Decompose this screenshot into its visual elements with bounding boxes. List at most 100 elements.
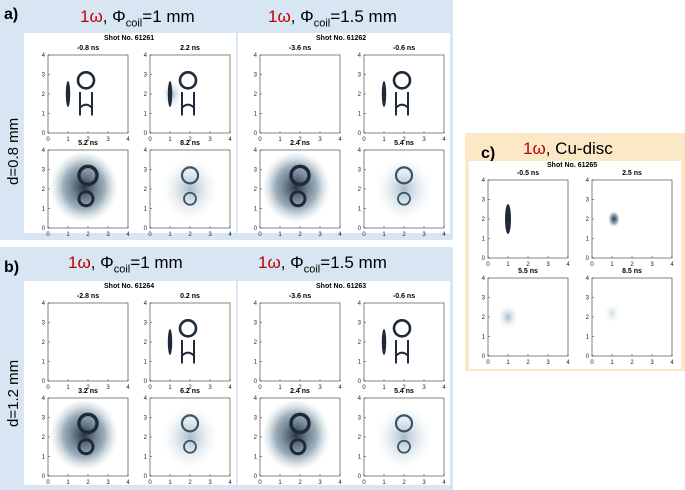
y-tick-label: 0 (358, 379, 362, 385)
y-tick-label: 1 (254, 360, 258, 366)
x-tick-label: 2 (402, 480, 406, 486)
plasma-feature (289, 190, 307, 208)
frame-time-label: -3.6 ns (288, 293, 312, 300)
y-tick-label: 3 (144, 168, 148, 174)
y-tick-label: 2 (358, 187, 362, 193)
frame-time-label: -3.6 ns (288, 45, 312, 52)
frame-time-label: 2.4 ns (290, 140, 310, 147)
frame-image: 00 1 1 2 2 3 3 4 4 (254, 396, 343, 486)
y-tick-label: 2 (144, 92, 148, 98)
y-tick-label: 0 (254, 474, 258, 480)
plasma-feature (180, 414, 200, 433)
shot-number: Shot No. 61265 (547, 162, 598, 169)
y-tick-label: 1 (482, 335, 486, 341)
plasma-feature (392, 319, 412, 338)
x-tick-label: 1 (66, 232, 70, 238)
frame-time-label: 8.5 ns (622, 268, 642, 275)
y-tick-label: 4 (144, 396, 148, 402)
x-tick-label: 2 (298, 480, 302, 486)
plasma-feature (65, 81, 71, 107)
frame-image: 00 1 1 2 2 3 3 4 4 (482, 276, 571, 366)
x-tick-label: 0 (148, 385, 152, 391)
frame-image: 00 1 1 2 2 3 3 4 4 (42, 148, 131, 238)
y-tick-label: 0 (254, 226, 258, 232)
y-tick-label: 0 (586, 256, 590, 262)
y-tick-label: 0 (586, 354, 590, 360)
x-tick-label: 1 (66, 385, 70, 391)
x-tick-label: 2 (526, 360, 530, 366)
shot-number: Shot No. 61264 (104, 283, 155, 290)
x-tick-label: 4 (670, 262, 674, 268)
y-tick-label: 0 (358, 474, 362, 480)
y-tick-label: 4 (254, 301, 258, 307)
x-tick-label: 1 (66, 480, 70, 486)
frame-image: 00 1 1 2 2 3 3 4 4 (254, 301, 343, 391)
plasma-feature (181, 92, 195, 116)
y-tick-label: 0 (358, 131, 362, 137)
shot-number: Shot No. 61263 (316, 283, 367, 290)
y-tick-label: 4 (42, 148, 46, 154)
x-tick-label: 0 (258, 137, 262, 143)
x-tick-label: 2 (86, 385, 90, 391)
x-tick-label: 1 (610, 262, 614, 268)
x-tick-label: 1 (278, 385, 282, 391)
x-tick-label: 1 (168, 480, 172, 486)
x-tick-label: 0 (258, 232, 262, 238)
frame-time-label: -0.6 ns (392, 293, 416, 300)
y-tick-label: 4 (254, 148, 258, 154)
frame-image: 00 1 1 2 2 3 3 4 4 (358, 148, 447, 238)
x-tick-label: 2 (188, 232, 192, 238)
omega-symbol: 1ω (68, 253, 91, 272)
plasma-feature (381, 329, 387, 355)
plasma-feature (604, 303, 620, 324)
x-tick-label: 1 (278, 137, 282, 143)
frame-time-label: -2.8 ns (76, 293, 100, 300)
plasma-feature (397, 439, 411, 454)
y-tick-label: 0 (42, 474, 46, 480)
y-tick-label: 4 (482, 178, 486, 184)
y-tick-label: 0 (144, 474, 148, 480)
x-tick-label: 1 (66, 137, 70, 143)
frame-time-label: 5.5 ns (518, 268, 538, 275)
y-tick-label: 2 (358, 435, 362, 441)
phi-subscript: coil (313, 17, 331, 30)
x-tick-label: 3 (208, 480, 212, 486)
y-tick-label: 1 (42, 455, 46, 461)
frame-image: 00 1 1 2 2 3 3 4 4 (586, 276, 675, 366)
x-tick-label: 4 (566, 360, 570, 366)
plasma-feature (79, 92, 93, 116)
panel-a-title-left: 1ω, Φcoil=1 mm (80, 7, 195, 29)
x-tick-label: 3 (422, 232, 426, 238)
plasma-feature (181, 340, 195, 364)
plasma-feature (395, 92, 409, 116)
y-tick-label: 3 (358, 321, 362, 327)
y-tick-label: 2 (144, 340, 148, 346)
y-tick-label: 1 (358, 112, 362, 118)
x-tick-label: 2 (630, 360, 634, 366)
y-tick-label: 3 (144, 73, 148, 79)
y-tick-label: 3 (586, 198, 590, 204)
y-tick-label: 0 (358, 226, 362, 232)
plasma-feature (394, 414, 414, 433)
x-tick-label: 0 (46, 137, 50, 143)
x-tick-label: 0 (148, 137, 152, 143)
y-tick-label: 4 (144, 53, 148, 59)
x-tick-label: 0 (46, 480, 50, 486)
phi-subscript: coil (125, 17, 143, 30)
panel-c-label: c) (481, 145, 496, 162)
y-tick-label: 1 (42, 360, 46, 366)
plasma-feature (162, 157, 218, 221)
phi-value: =1.5 mm (320, 253, 387, 272)
x-tick-label: 4 (228, 137, 232, 143)
y-tick-label: 4 (254, 396, 258, 402)
x-tick-label: 2 (402, 385, 406, 391)
frame-time-label: 8.2 ns (180, 140, 200, 147)
y-tick-label: 0 (482, 256, 486, 262)
phi-symbol: , Φ (280, 253, 304, 272)
x-tick-label: 0 (258, 385, 262, 391)
x-tick-label: 2 (188, 385, 192, 391)
panel-a-row-label: d=0.8 mm (5, 117, 22, 185)
x-tick-label: 4 (442, 232, 446, 238)
y-tick-label: 3 (254, 321, 258, 327)
x-tick-label: 2 (298, 385, 302, 391)
